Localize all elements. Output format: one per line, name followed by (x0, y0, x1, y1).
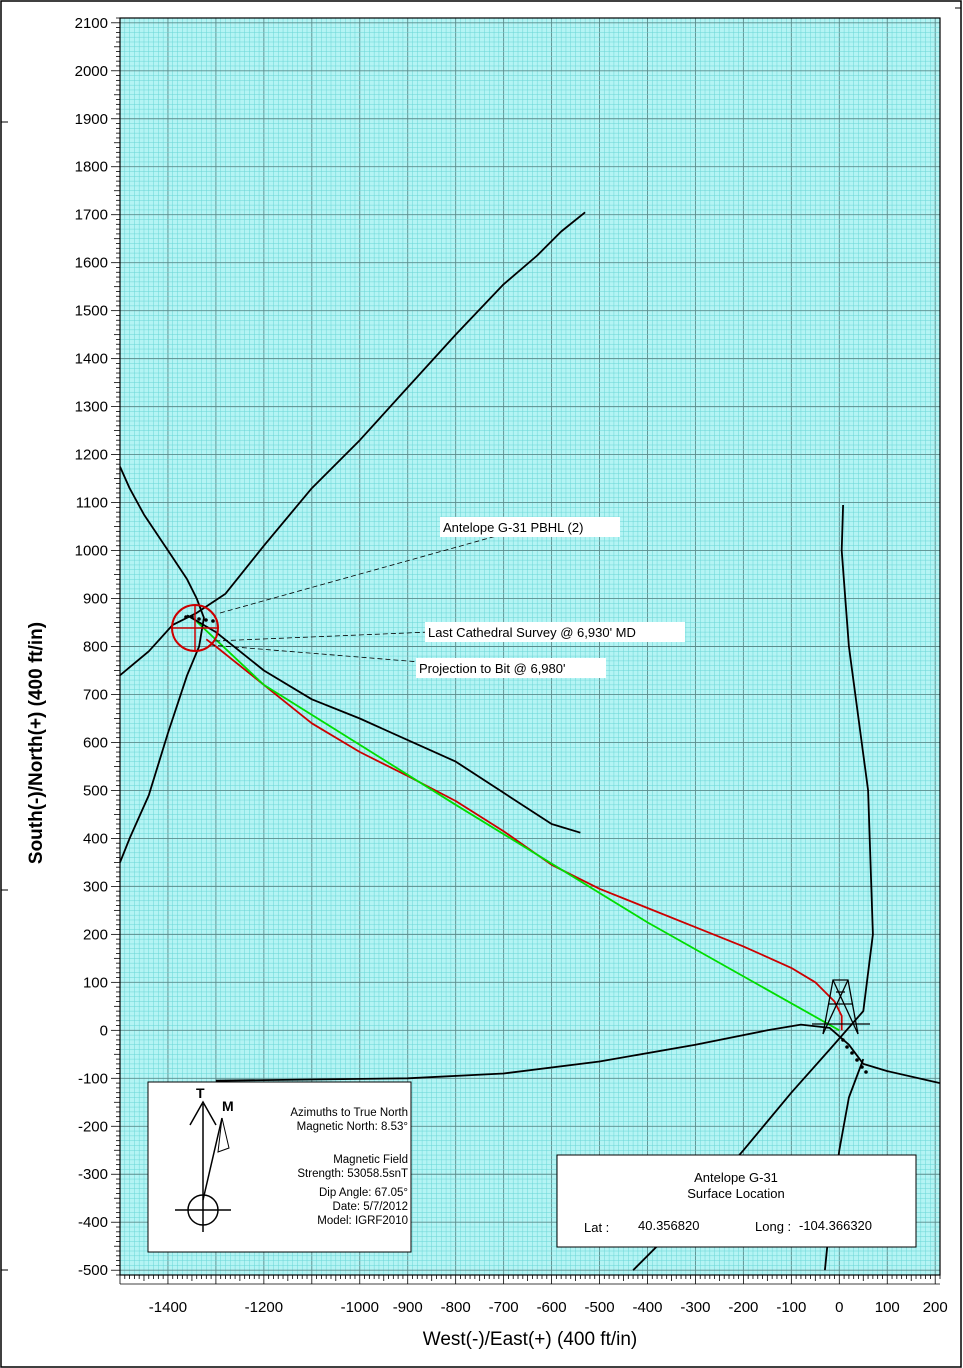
projection-leader (209, 644, 421, 663)
survey-point (184, 615, 188, 619)
survey-point (204, 618, 208, 622)
x-tick-label: -800 (441, 1299, 471, 1316)
y-tick-label: 1800 (75, 159, 108, 176)
x-tick-label: -200 (728, 1299, 758, 1316)
series-line-4 (119, 211, 586, 676)
grid (119, 17, 941, 1276)
long-value: -104.366320 (799, 1218, 872, 1233)
y-tick-label: 1400 (75, 351, 108, 368)
info-line-6: Dip Angle: 67.05° (319, 1187, 408, 1199)
x-tick-label: -700 (489, 1299, 519, 1316)
info-line-4: Magnetic Field (333, 1154, 408, 1166)
y-tick-label: 2000 (75, 63, 108, 80)
location-subtitle: Surface Location (687, 1186, 785, 1201)
y-tick-label: 500 (83, 782, 108, 799)
y-tick-label: -400 (78, 1214, 108, 1231)
y-axis-title: South(-)/North(+) (400 ft/in) (26, 622, 47, 864)
y-tick-label: 1500 (75, 303, 108, 320)
surface-location-box: Antelope G-31 Surface Location Lat : 40.… (556, 1154, 917, 1248)
pbhl-leader (219, 534, 501, 614)
magnetic-north-label: M (222, 1098, 234, 1114)
true-north-label: T (196, 1085, 205, 1101)
x-tick-label: -400 (632, 1299, 662, 1316)
survey-point (841, 1038, 845, 1042)
survey-leader (214, 631, 431, 642)
x-tick-label: -1400 (149, 1299, 187, 1316)
y-tick-label: 400 (83, 830, 108, 847)
location-box-frame (556, 1154, 917, 1248)
y-tick-label: 700 (83, 686, 108, 703)
y-tick-label: 1200 (75, 447, 108, 464)
survey-point (860, 1065, 864, 1069)
lat-value: 40.356820 (638, 1218, 699, 1233)
info-line-5: Strength: 53058.5snT (297, 1168, 408, 1180)
projection-label: Projection to Bit @ 6,980' (419, 661, 565, 676)
y-tick-label: 100 (83, 974, 108, 991)
y-tick-label: 1600 (75, 255, 108, 272)
y-tick-label: 300 (83, 878, 108, 895)
x-axis-title: West(-)/East(+) (400 ft/in) (423, 1329, 638, 1350)
x-tick-label: 0 (835, 1299, 843, 1316)
x-tick-label: 200 (923, 1299, 948, 1316)
survey-point (190, 615, 194, 619)
annotations: Antelope G-31 PBHL (2) Last Cathedral Su… (209, 517, 685, 678)
x-tick-label: 100 (875, 1299, 900, 1316)
series-line-1 (196, 620, 840, 1032)
lat-label: Lat : (584, 1220, 609, 1235)
north-arrow-icon (175, 1100, 231, 1232)
survey-point (197, 617, 201, 621)
y-tick-label: 200 (83, 926, 108, 943)
series-line-6 (215, 1023, 941, 1084)
info-line-1: Azimuths to True North (290, 1107, 408, 1119)
pbhl-label-box (440, 517, 620, 537)
drilling-rig-icon (812, 979, 870, 1035)
y-tick-label: 600 (83, 734, 108, 751)
long-label: Long : (755, 1219, 791, 1234)
y-tick-label: 1000 (75, 543, 108, 560)
x-tick-label: -100 (776, 1299, 806, 1316)
target-circle (171, 604, 219, 652)
y-tick-label: -500 (78, 1262, 108, 1279)
axes: -1400 -1200 -1000 -900 -800 -700 -600 -500 -400-… (75, 15, 948, 1316)
info-line-2: Magnetic North: 8.53° (297, 1121, 408, 1133)
projection-label-box (416, 658, 606, 678)
pbhl-label: Antelope G-31 PBHL (2) (443, 520, 583, 535)
series-line-3 (119, 466, 205, 863)
x-tick-label: -1000 (341, 1299, 379, 1316)
y-tick-label: 1900 (75, 111, 108, 128)
survey-point (211, 619, 215, 623)
info-line-7: Date: 5/7/2012 (333, 1201, 408, 1213)
y-tick-label: 800 (83, 639, 108, 656)
y-tick-label: 2100 (75, 15, 108, 32)
survey-point (855, 1058, 859, 1062)
y-tick-label: -300 (78, 1166, 108, 1183)
y-tick-label: 1700 (75, 207, 108, 224)
info-line-8: Model: IGRF2010 (317, 1215, 408, 1227)
survey-point (850, 1051, 854, 1055)
y-tick-label: 1100 (76, 495, 108, 512)
x-tick-label: -500 (585, 1299, 615, 1316)
y-tick-label: 0 (100, 1022, 108, 1039)
series-line-2 (186, 614, 581, 834)
y-tick-label: 900 (83, 591, 108, 608)
x-tick-label: -300 (680, 1299, 710, 1316)
survey-point (864, 1070, 868, 1074)
y-tick-label: 1300 (75, 399, 108, 416)
plot-area (119, 17, 941, 1276)
x-tick-label: -1200 (245, 1299, 283, 1316)
survey-point (845, 1045, 849, 1049)
location-title: Antelope G-31 (694, 1170, 778, 1185)
x-tick-label: -600 (537, 1299, 567, 1316)
y-tick-label: -200 (78, 1118, 108, 1135)
x-tick-label: -900 (393, 1299, 423, 1316)
survey-label-box (425, 622, 685, 642)
series-line-0 (205, 638, 843, 1031)
survey-label: Last Cathedral Survey @ 6,930' MD (428, 625, 636, 640)
surface-survey-points (841, 1038, 868, 1074)
y-tick-label: -100 (78, 1070, 108, 1087)
info-box-frame (147, 1081, 412, 1253)
magnetic-info-box: T M Azimuths to True North Magnetic Nort… (147, 1081, 412, 1253)
